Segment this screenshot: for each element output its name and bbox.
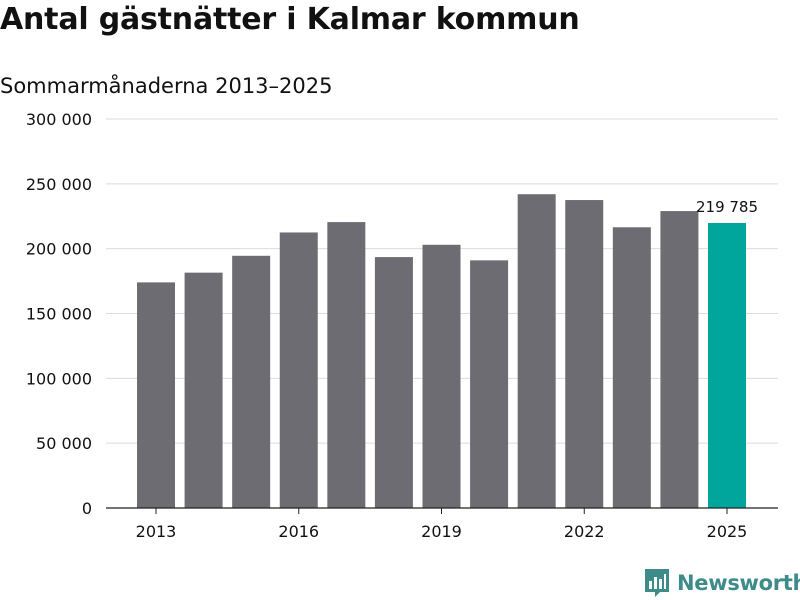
bar-2020 bbox=[470, 260, 509, 508]
x-tick-label: 2016 bbox=[278, 522, 319, 541]
bar-2016 bbox=[279, 232, 318, 509]
x-axis-ticks: 2013 2016 2019 2022 2025 bbox=[136, 508, 748, 541]
y-tick-label: 0 bbox=[82, 499, 92, 518]
newsworthy-logo-icon bbox=[645, 569, 669, 597]
bar-2017 bbox=[327, 222, 366, 508]
newsworthy-logo: Newsworthy bbox=[644, 568, 800, 598]
x-tick-label: 2019 bbox=[421, 522, 462, 541]
x-tick-label: 2025 bbox=[707, 522, 748, 541]
bar-2013 bbox=[137, 282, 175, 508]
y-tick-label: 50 000 bbox=[36, 434, 92, 453]
chart-title: Antal gästnätter i Kalmar kommun bbox=[0, 2, 580, 37]
bar-2015 bbox=[232, 255, 271, 508]
bar-2018 bbox=[374, 257, 413, 508]
y-tick-label: 300 000 bbox=[26, 110, 92, 129]
bars bbox=[137, 194, 746, 509]
bar-2019 bbox=[422, 244, 461, 508]
y-tick-label: 100 000 bbox=[26, 369, 92, 388]
bar-2021 bbox=[517, 194, 556, 508]
brand-name: Newsworthy bbox=[677, 571, 800, 595]
y-tick-label: 200 000 bbox=[26, 240, 92, 259]
bar-2025 bbox=[708, 223, 746, 508]
x-tick-label: 2022 bbox=[564, 522, 605, 541]
chart-subtitle: Sommarmånaderna 2013–2025 bbox=[0, 74, 333, 98]
bar-2024 bbox=[660, 211, 699, 508]
data-label: 219 785 bbox=[696, 198, 758, 216]
data-labels: 219 785 bbox=[696, 198, 758, 216]
x-tick-label: 2013 bbox=[136, 522, 177, 541]
y-tick-label: 250 000 bbox=[26, 175, 92, 194]
y-tick-label: 150 000 bbox=[26, 305, 92, 324]
bar-2022 bbox=[565, 200, 604, 508]
y-axis-ticks: 0 50 000 100 000 150 000 200 000 250 000 300 0… bbox=[26, 110, 92, 518]
bar-2023 bbox=[612, 227, 651, 508]
bar-2014 bbox=[184, 272, 223, 508]
